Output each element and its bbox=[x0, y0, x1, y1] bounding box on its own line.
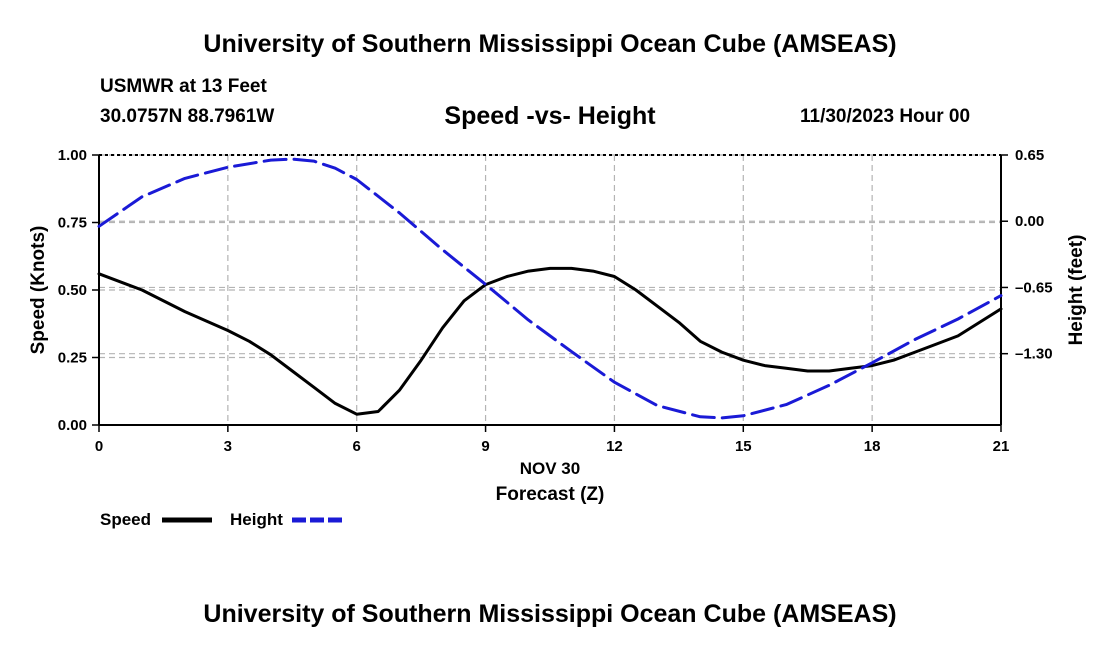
y2-tick-label: –1.30 bbox=[1015, 346, 1053, 363]
x-tick-label: 21 bbox=[993, 438, 1010, 455]
station-coordinates: 30.0757N 88.7961W bbox=[100, 106, 275, 127]
x-tick-label: 3 bbox=[224, 438, 232, 455]
y2-tick-label: 0.65 bbox=[1015, 147, 1044, 164]
height-series-line bbox=[97, 157, 1003, 420]
y-tick-label: 1.00 bbox=[58, 147, 87, 164]
x-tick-label: 0 bbox=[95, 438, 103, 455]
y2-axis-title: Height (feet) bbox=[1066, 235, 1087, 346]
y-tick-label: 0.25 bbox=[58, 350, 87, 367]
y-axis-title: Speed (Knots) bbox=[28, 226, 49, 355]
x-axis-title: Forecast (Z) bbox=[496, 484, 605, 505]
x-tick-label: 6 bbox=[353, 438, 361, 455]
x-tick-label: 12 bbox=[606, 438, 623, 455]
y-tick-label: 0.75 bbox=[58, 215, 87, 232]
x-tick-label: 15 bbox=[735, 438, 752, 455]
page-title-top: University of Southern Mississippi Ocean… bbox=[203, 30, 897, 58]
y2-tick-label: 0.00 bbox=[1015, 213, 1044, 230]
x-tick-label: 18 bbox=[864, 438, 881, 455]
x-date-label: NOV 30 bbox=[520, 459, 580, 478]
y-tick-label: 0.50 bbox=[58, 282, 87, 299]
chart-title: Speed -vs- Height bbox=[444, 102, 656, 130]
station-name: USMWR at 13 Feet bbox=[100, 76, 267, 97]
page-title-bottom: University of Southern Mississippi Ocean… bbox=[203, 600, 897, 628]
legend-height-label: Height bbox=[230, 510, 283, 529]
y-tick-label: 0.00 bbox=[58, 417, 87, 434]
forecast-datetime: 11/30/2023 Hour 00 bbox=[800, 106, 971, 127]
y2-tick-label: –0.65 bbox=[1015, 279, 1053, 296]
legend-speed-label: Speed bbox=[100, 510, 151, 529]
x-tick-label: 9 bbox=[481, 438, 489, 455]
